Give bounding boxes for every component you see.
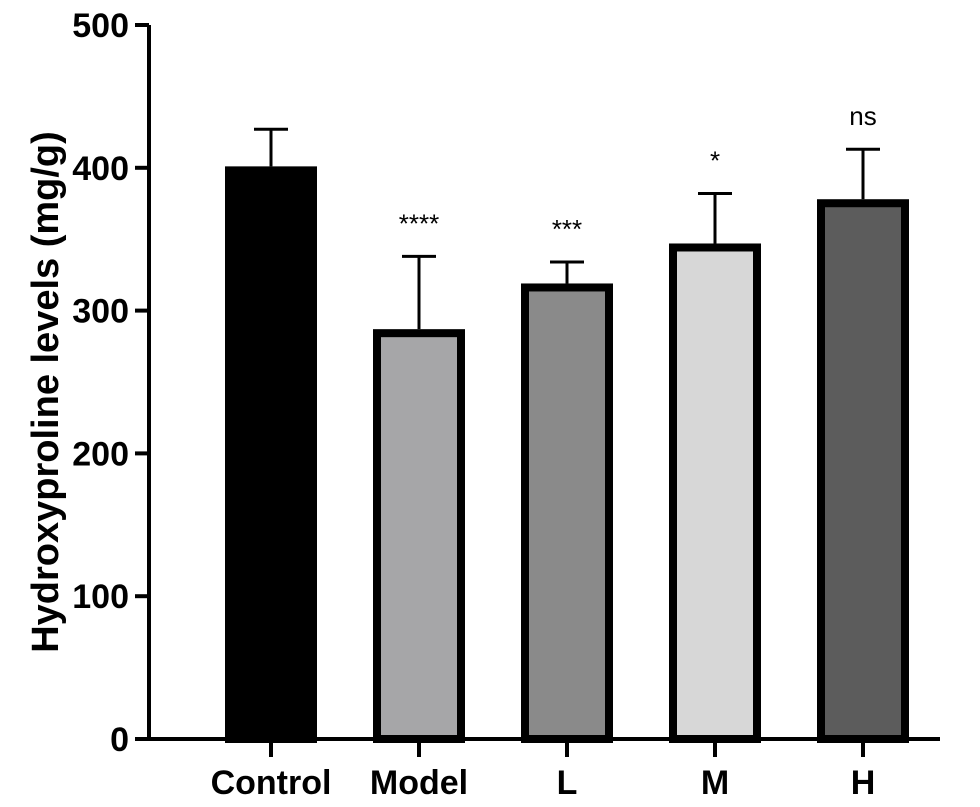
bars	[225, 166, 909, 743]
x-tick-label: M	[701, 764, 729, 802]
x-tick-label: Control	[211, 764, 332, 802]
bar-m	[669, 243, 761, 743]
x-tick-label: H	[851, 764, 876, 802]
significance-label: ns	[849, 101, 876, 131]
significance-label: *	[710, 146, 720, 176]
significance-label: ***	[552, 214, 582, 244]
y-tick-label: 400	[72, 150, 129, 188]
y-axis: 0 100 200 300 400 500	[72, 7, 151, 759]
bar-h	[817, 199, 909, 743]
y-axis-title: Hydroxyproline levels (mg/g)	[25, 131, 67, 653]
bar-l	[521, 283, 613, 743]
y-tick-label: 500	[72, 7, 129, 45]
x-tick-label: L	[557, 764, 578, 802]
y-tick-label: 100	[72, 578, 129, 616]
x-axis: Control Model L M H	[147, 737, 940, 802]
error-bars	[254, 127, 880, 330]
x-tick-label: Model	[370, 764, 468, 802]
y-tick-label: 0	[110, 721, 129, 759]
bar-control	[225, 166, 317, 743]
y-tick-label: 300	[72, 293, 129, 331]
significance-labels: **** ****ns	[399, 101, 877, 244]
significance-label: ****	[399, 208, 439, 238]
y-tick-label: 200	[72, 435, 129, 473]
bar-model	[373, 329, 465, 743]
